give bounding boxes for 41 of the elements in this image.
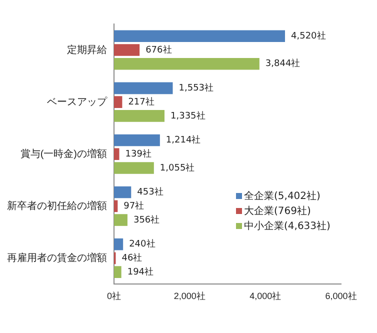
- data-label: 453社: [137, 186, 164, 198]
- bar: [114, 238, 124, 250]
- bar: [114, 148, 120, 160]
- x-tick-label: 4,000社: [250, 291, 282, 302]
- x-tick-label: 0社: [106, 291, 122, 302]
- bar: [114, 96, 122, 108]
- x-tick-label: 2,000社: [174, 291, 206, 302]
- x-tick-label: 6,000社: [325, 291, 357, 302]
- data-label: 4,520社: [291, 30, 326, 42]
- legend-label: 中小企業(4,633社): [244, 221, 330, 232]
- data-label: 3,844社: [265, 58, 300, 70]
- bar: [114, 58, 260, 70]
- data-label: 97社: [124, 200, 144, 212]
- data-label: 1,214社: [166, 134, 201, 146]
- y-tick-label: 再雇用者の賃金の増額: [7, 252, 107, 264]
- bar: [114, 214, 128, 226]
- bar: [114, 200, 118, 212]
- data-label: 356社: [133, 214, 160, 226]
- y-tick-label: ベースアップ: [47, 96, 108, 108]
- data-label: 1,055社: [160, 162, 195, 174]
- legend-label: 大企業(769社): [244, 206, 311, 218]
- data-label: 1,553社: [178, 82, 214, 94]
- bar: [114, 134, 160, 146]
- bar: [114, 110, 165, 122]
- data-label: 217社: [128, 96, 154, 108]
- y-tick-label: 定期昇給: [67, 44, 107, 56]
- legend-label: 全企業(5,402社): [244, 191, 320, 202]
- data-label: 139社: [125, 148, 152, 160]
- data-label: 676社: [146, 44, 172, 56]
- bar: [114, 186, 132, 198]
- data-label: 1,335社: [170, 110, 206, 122]
- bar: [114, 44, 140, 56]
- y-tick-label: 新卒者の初任給の増額: [7, 200, 107, 212]
- data-label: 46社: [122, 252, 142, 264]
- data-label: 240社: [129, 238, 156, 250]
- y-tick-label: 賞与(一時金)の増額: [20, 148, 107, 160]
- bar: [114, 266, 122, 278]
- data-label: 194社: [127, 266, 154, 278]
- bar: [114, 30, 286, 42]
- bar: [114, 82, 173, 94]
- bar: [114, 162, 154, 174]
